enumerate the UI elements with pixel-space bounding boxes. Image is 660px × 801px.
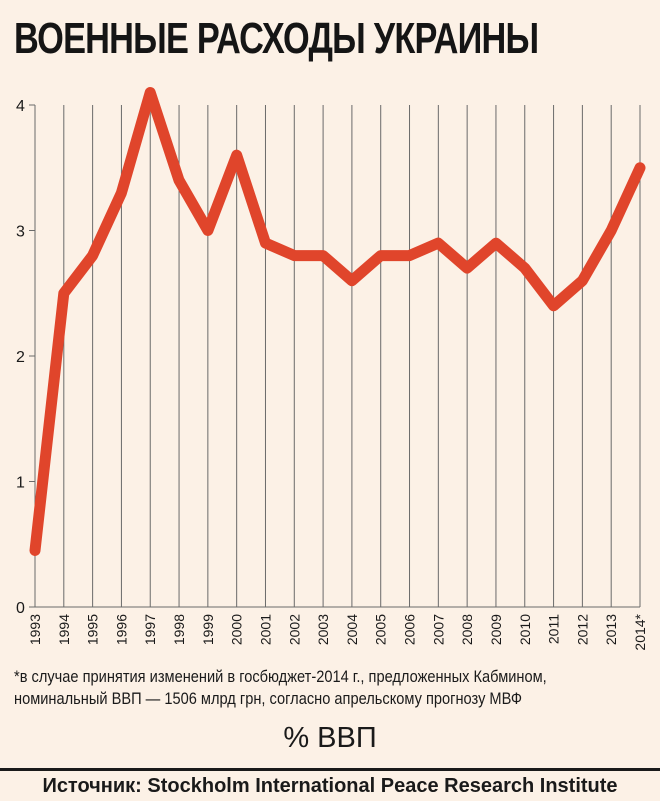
chart-title: ВОЕННЫЕ РАСХОДЫ УКРАИНЫ — [14, 14, 539, 63]
x-tick-labels: 1993 1994 1995 1996 1997 1998 1999 2000 2001 2002… — [27, 613, 648, 650]
grid-lines — [29, 104, 641, 608]
x-tick-label: 2010 — [517, 614, 533, 645]
y-tick-label: 1 — [16, 475, 25, 492]
series-line — [29, 87, 646, 556]
y-tick-labels: 0 1 2 3 4 — [16, 98, 25, 617]
y-axis-unit-label: % ВВП — [283, 722, 377, 754]
y-tick-label: 4 — [16, 98, 25, 115]
x-tick-label: 1999 — [200, 614, 216, 645]
x-tick-label: 2011 — [546, 614, 562, 644]
x-tick-label: 2000 — [229, 614, 245, 645]
y-tick-label: 3 — [16, 224, 25, 241]
x-tick-label: 1993 — [27, 614, 43, 645]
x-tick-label: 1998 — [171, 614, 187, 645]
x-tick-label: 2007 — [430, 614, 446, 645]
x-tick-label: 1997 — [142, 614, 158, 645]
footnote-line-2: номинальный ВВП — 1506 млрд грн, согласн… — [14, 689, 523, 708]
x-tick-label: 2004 — [344, 614, 360, 645]
x-tick-label: 2013 — [603, 614, 619, 645]
x-tick-label: 2001 — [257, 614, 273, 645]
x-tick-label: 1996 — [113, 614, 129, 645]
x-tick-label: 2003 — [315, 614, 331, 645]
footnote-line-1: *в случае принятия изменений в госбюджет… — [14, 667, 547, 686]
y-tick-label: 0 — [16, 600, 25, 617]
line-chart: 0 1 2 3 4 1993 1994 1995 1996 1997 1998 1999 2000 20… — [16, 87, 648, 651]
x-tick-label: 1995 — [85, 614, 101, 645]
x-tick-label: 1994 — [56, 614, 72, 645]
source-credit: Источник: Stockholm International Peace … — [0, 768, 660, 801]
x-tick-label: 2002 — [286, 614, 302, 645]
x-tick-label: 2012 — [574, 614, 590, 645]
x-tick-label: 2009 — [488, 614, 504, 645]
x-tick-label: 2008 — [459, 614, 475, 645]
footnote: *в случае принятия изменений в госбюджет… — [14, 666, 564, 710]
x-tick-label: 2005 — [373, 614, 389, 645]
y-tick-label: 2 — [16, 349, 25, 366]
x-tick-label: 2014* — [632, 613, 648, 650]
x-tick-label: 2006 — [402, 614, 418, 645]
